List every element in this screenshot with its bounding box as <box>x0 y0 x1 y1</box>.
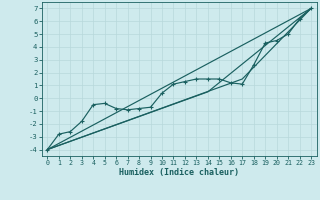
X-axis label: Humidex (Indice chaleur): Humidex (Indice chaleur) <box>119 168 239 177</box>
